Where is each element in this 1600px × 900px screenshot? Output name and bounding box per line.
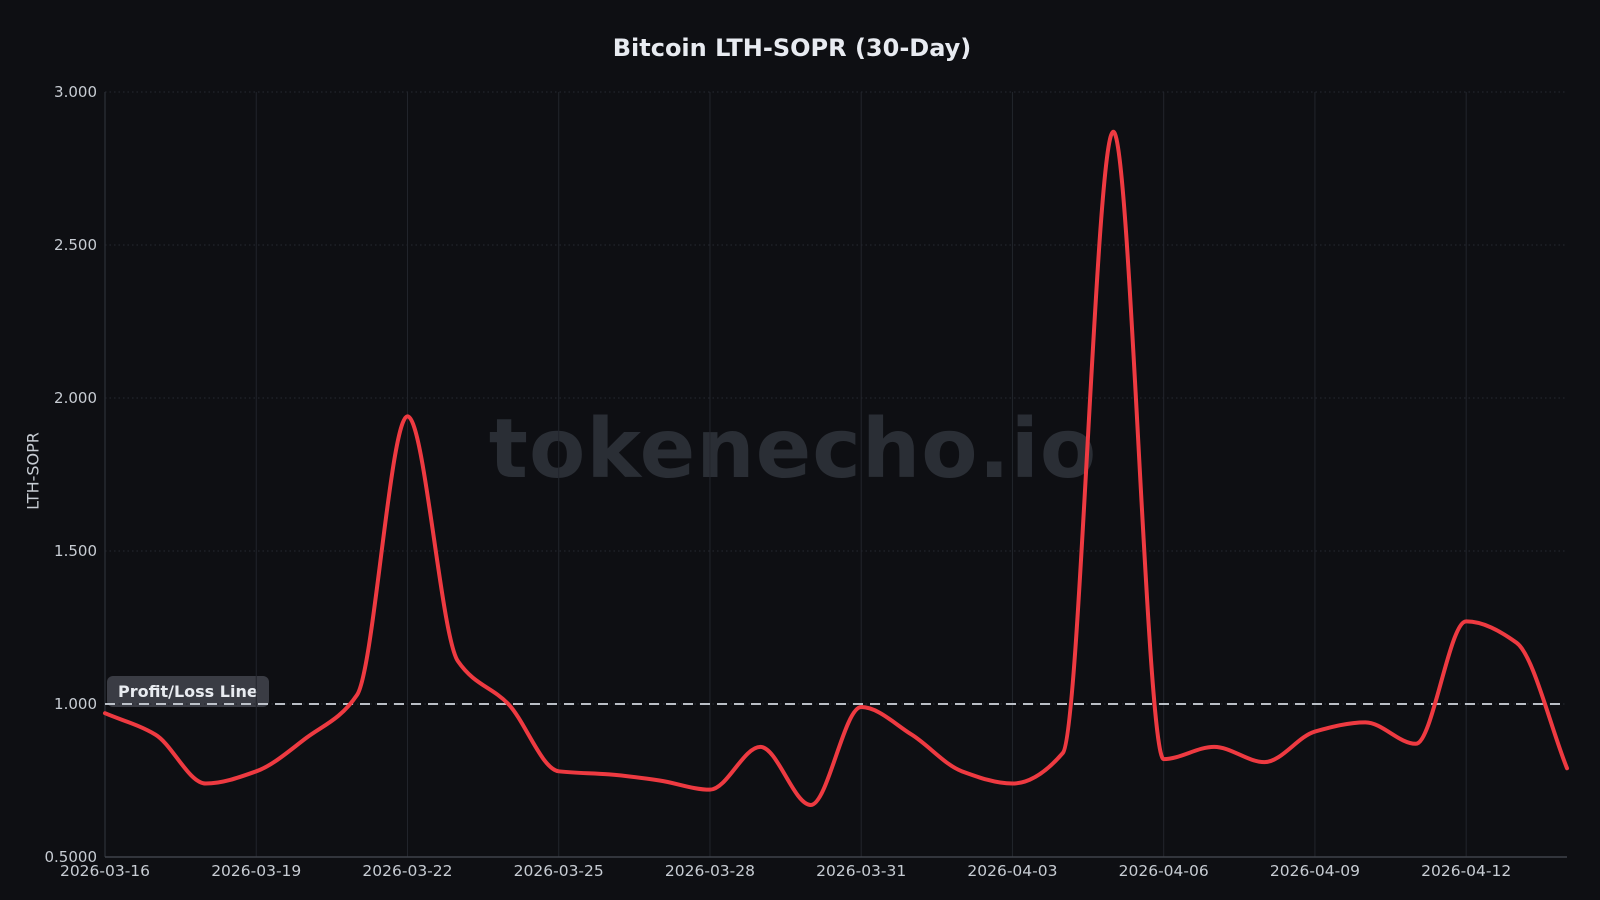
y-tick-label: 2.500 [54, 236, 97, 254]
y-tick-label: 1.000 [54, 695, 97, 713]
x-tick-label: 2026-03-16 [59, 862, 151, 880]
y-tick-label: 2.000 [54, 389, 97, 407]
y-tick-label: 0.5000 [44, 848, 98, 866]
profit-loss-line-label: Profit/Loss Line [107, 676, 269, 707]
x-tick-label: 2026-03-28 [664, 862, 755, 880]
x-tick-label: 2026-03-22 [362, 862, 453, 880]
x-tick-label: 2026-03-31 [816, 862, 907, 880]
y-axis-title: LTH-SOPR [23, 432, 43, 510]
x-tick-label: 2026-03-25 [513, 862, 604, 880]
x-tick-label: 2026-03-19 [211, 862, 302, 880]
x-tick-label: 2026-04-03 [967, 862, 1058, 880]
x-tick-label: 2026-04-06 [1118, 862, 1209, 880]
chart-title: Bitcoin LTH-SOPR (30-Day) [612, 34, 972, 62]
x-tick-label: 2026-04-09 [1269, 862, 1360, 880]
sopr-line-series [103, 129, 1569, 807]
y-tick-label: 3.000 [54, 83, 97, 101]
watermark: tokenecho.io [488, 402, 1098, 497]
x-tick-label: 2026-04-12 [1421, 862, 1512, 880]
y-tick-label: 1.500 [54, 542, 97, 560]
